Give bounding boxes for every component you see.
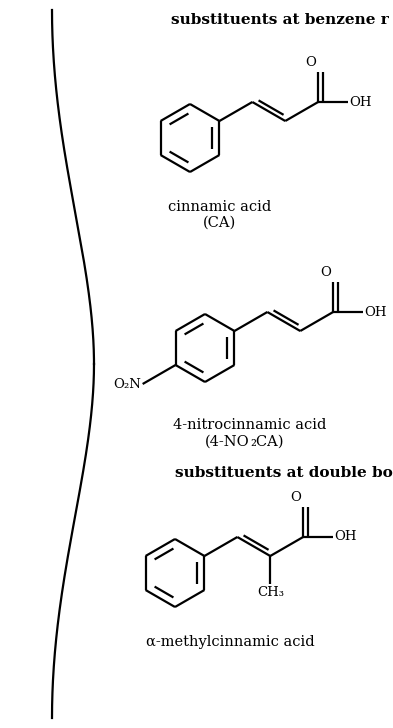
Text: substituents at double bond: substituents at double bond bbox=[175, 466, 393, 480]
Text: OH: OH bbox=[364, 306, 387, 319]
Text: substituents at benzene r: substituents at benzene r bbox=[171, 13, 389, 27]
Text: α-methylcinnamic acid: α-methylcinnamic acid bbox=[146, 635, 314, 649]
Text: O: O bbox=[291, 491, 301, 504]
Text: cinnamic acid: cinnamic acid bbox=[168, 200, 272, 214]
Text: O₂N: O₂N bbox=[113, 378, 141, 390]
Text: 4-nitrocinnamic acid: 4-nitrocinnamic acid bbox=[173, 418, 327, 432]
Text: O: O bbox=[306, 56, 317, 69]
Text: (CA): (CA) bbox=[203, 216, 237, 230]
Text: (4-NO: (4-NO bbox=[205, 435, 250, 449]
Text: CH₃: CH₃ bbox=[257, 586, 284, 599]
Text: OH: OH bbox=[334, 531, 357, 544]
Text: OH: OH bbox=[349, 95, 372, 108]
Text: O: O bbox=[321, 266, 332, 279]
Text: ₂CA): ₂CA) bbox=[250, 435, 283, 449]
